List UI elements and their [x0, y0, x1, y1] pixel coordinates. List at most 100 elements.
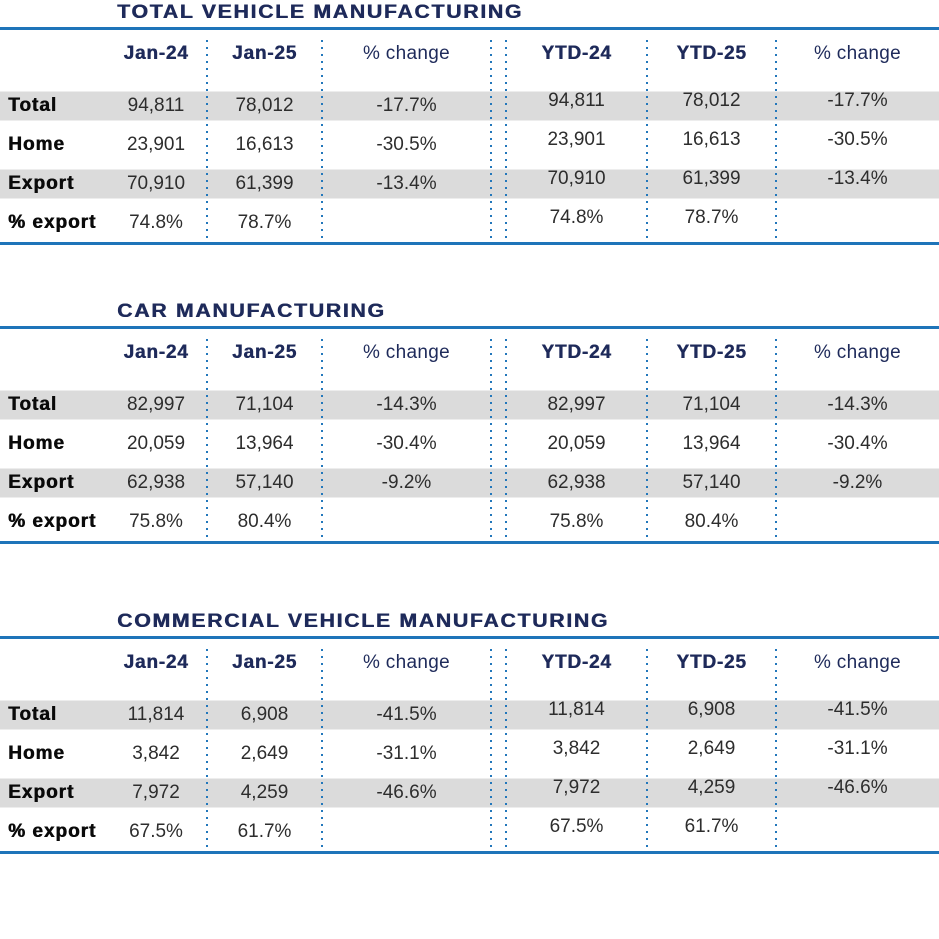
- cell-change-ytd: -31.1%: [827, 737, 888, 759]
- cell-ytd25: 6,908: [687, 698, 736, 720]
- row-label: Total: [8, 94, 57, 116]
- dotted-column-divider: [321, 339, 323, 537]
- dotted-column-divider: [321, 649, 323, 847]
- cell-jan25: 16,613: [235, 133, 294, 155]
- cell-jan24: 67.5%: [129, 820, 183, 842]
- table-body: Jan-24 Jan-25 % change YTD-24 YTD-25 % c…: [0, 329, 939, 541]
- cell-change-jan: -46.6%: [376, 781, 437, 803]
- dotted-column-divider: [206, 649, 208, 847]
- column-header-change-ytd: % change: [814, 652, 901, 673]
- cell-ytd25: 78,012: [682, 89, 741, 111]
- cell-ytd25: 78.7%: [684, 206, 739, 228]
- column-header-change-jan: % change: [363, 342, 450, 363]
- table-title-text: CAR MANUFACTURING: [117, 301, 386, 322]
- cell-change-ytd: -30.4%: [827, 432, 888, 454]
- bottom-rule: [0, 242, 939, 245]
- cell-ytd24: 74.8%: [549, 206, 604, 228]
- table-title: TOTAL VEHICLE MANUFACTURING: [0, 0, 939, 27]
- row-label: Home: [8, 432, 65, 454]
- cell-ytd24: 23,901: [547, 128, 606, 150]
- column-header-jan24: Jan-24: [123, 342, 189, 363]
- dotted-section-divider: [505, 649, 507, 847]
- cell-jan25: 2,649: [240, 742, 289, 764]
- cell-change-ytd: -9.2%: [832, 471, 883, 493]
- table-row-export: Export 7,972 4,259 -46.6% 7,972 4,259 -4…: [0, 773, 939, 812]
- top-rule: [0, 27, 939, 30]
- cell-change-ytd: -41.5%: [827, 698, 888, 720]
- cell-jan25: 6,908: [240, 703, 289, 725]
- cell-ytd24: 11,814: [548, 698, 605, 720]
- cell-jan24: 11,814: [127, 703, 185, 725]
- dotted-column-divider: [646, 649, 648, 847]
- dotted-section-divider: [490, 40, 492, 238]
- car-manufacturing-table: CAR MANUFACTURING Jan-24 Jan-25 % change…: [0, 299, 939, 544]
- cell-change-ytd: -46.6%: [827, 776, 888, 798]
- cell-jan25: 57,140: [235, 471, 294, 493]
- dotted-column-divider: [646, 339, 648, 537]
- column-header-jan25: Jan-25: [231, 43, 297, 64]
- cell-ytd25: 16,613: [682, 128, 741, 150]
- cell-change-jan: -30.4%: [376, 432, 437, 454]
- top-rule: [0, 636, 939, 639]
- cell-change-jan: -41.5%: [376, 703, 437, 725]
- cell-jan24: 20,059: [126, 432, 186, 454]
- cell-change-jan: -31.1%: [376, 742, 437, 764]
- cell-ytd25: 71,104: [682, 393, 741, 415]
- row-label: Home: [8, 133, 65, 155]
- table-row-export: Export 70,910 61,399 -13.4% 70,910 61,39…: [0, 164, 939, 203]
- column-header-jan25: Jan-25: [231, 342, 297, 363]
- row-label: Total: [8, 703, 57, 725]
- cell-jan24: 94,811: [127, 94, 185, 116]
- table-body: Jan-24 Jan-25 % change YTD-24 YTD-25 % c…: [0, 639, 939, 851]
- top-rule: [0, 326, 939, 329]
- column-header-ytd25: YTD-25: [676, 342, 747, 363]
- table-title: COMMERCIAL VEHICLE MANUFACTURING: [0, 609, 939, 636]
- cell-change-jan: -30.5%: [376, 133, 437, 155]
- row-label: % export: [8, 211, 97, 233]
- cell-ytd24: 75.8%: [549, 510, 604, 532]
- cell-ytd25: 80.4%: [684, 510, 739, 532]
- cell-ytd25: 57,140: [682, 471, 741, 493]
- table-title: CAR MANUFACTURING: [0, 299, 939, 326]
- cell-ytd24: 94,811: [548, 89, 605, 111]
- cell-change-jan: -14.3%: [376, 393, 437, 415]
- cell-jan24: 62,938: [126, 471, 186, 493]
- table-title-text: TOTAL VEHICLE MANUFACTURING: [117, 2, 523, 23]
- table-row-total: Total 11,814 6,908 -41.5% 11,814 6,908 -…: [0, 695, 939, 734]
- cell-jan25: 4,259: [240, 781, 289, 803]
- cell-jan25: 78.7%: [237, 211, 292, 233]
- header-row: Jan-24 Jan-25 % change YTD-24 YTD-25 % c…: [0, 639, 939, 695]
- cell-ytd24: 67.5%: [549, 815, 604, 837]
- dotted-column-divider: [206, 40, 208, 238]
- cell-jan25: 61.7%: [237, 820, 292, 842]
- table-row-total: Total 94,811 78,012 -17.7% 94,811 78,012…: [0, 86, 939, 125]
- cell-ytd25: 2,649: [687, 737, 736, 759]
- table-row-home: Home 23,901 16,613 -30.5% 23,901 16,613 …: [0, 125, 939, 164]
- column-header-change-jan: % change: [363, 43, 450, 64]
- cell-ytd25: 13,964: [682, 432, 741, 454]
- dotted-section-divider: [505, 339, 507, 537]
- cell-jan24: 75.8%: [129, 510, 183, 532]
- table-title-text: COMMERCIAL VEHICLE MANUFACTURING: [117, 611, 609, 632]
- cell-ytd24: 82,997: [547, 393, 606, 415]
- cell-ytd24: 70,910: [547, 167, 606, 189]
- cell-jan25: 61,399: [235, 172, 294, 194]
- cell-ytd25: 61.7%: [684, 815, 739, 837]
- dotted-section-divider: [490, 339, 492, 537]
- row-label: Export: [8, 471, 75, 493]
- cell-change-ytd: -13.4%: [827, 167, 888, 189]
- dotted-section-divider: [505, 40, 507, 238]
- dotted-column-divider: [775, 649, 777, 847]
- cell-change-ytd: -14.3%: [827, 393, 888, 415]
- commercial-vehicle-manufacturing-table: COMMERCIAL VEHICLE MANUFACTURING Jan-24 …: [0, 609, 939, 854]
- total-vehicle-manufacturing-table: TOTAL VEHICLE MANUFACTURING Jan-24 Jan-2…: [0, 0, 939, 245]
- dotted-column-divider: [775, 339, 777, 537]
- dotted-column-divider: [646, 40, 648, 238]
- row-label: Home: [8, 742, 65, 764]
- cell-ytd24: 62,938: [547, 471, 606, 493]
- table-row-export: Export 62,938 57,140 -9.2% 62,938 57,140…: [0, 463, 939, 502]
- table-row-home: Home 3,842 2,649 -31.1% 3,842 2,649 -31.…: [0, 734, 939, 773]
- cell-jan25: 80.4%: [237, 510, 292, 532]
- bottom-rule: [0, 851, 939, 854]
